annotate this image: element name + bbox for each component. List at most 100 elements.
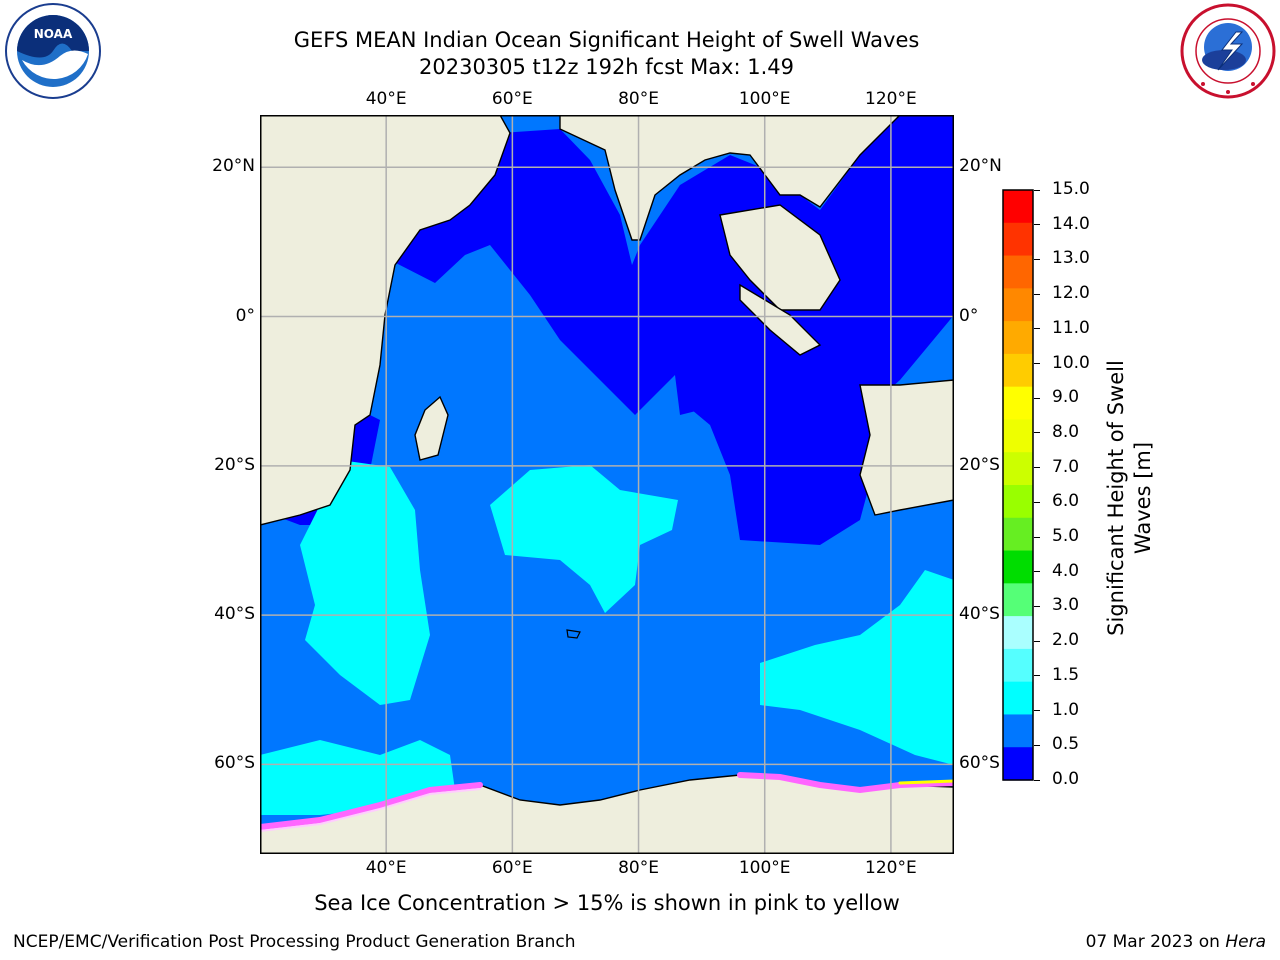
colorbar-tick bbox=[1034, 744, 1040, 746]
lon-tick-label: 100°E bbox=[738, 858, 791, 878]
land-kerguelen bbox=[566, 629, 581, 639]
land-sumatra bbox=[739, 283, 822, 356]
colorbar-tick bbox=[1034, 258, 1040, 260]
colorbar-label: 13.0 bbox=[1052, 248, 1090, 269]
colorbar-label: 9.0 bbox=[1052, 387, 1080, 408]
colorbar-tick bbox=[1034, 189, 1040, 191]
sea-ice-caption: Sea Ice Concentration > 15% is shown in … bbox=[314, 891, 900, 915]
lat-tick-label: 20°S bbox=[959, 454, 1000, 475]
colorbar-label: 5.0 bbox=[1052, 526, 1080, 547]
colorbar-swatch bbox=[1003, 517, 1033, 552]
colorbar-tick bbox=[1034, 224, 1040, 226]
colorbar-swatch bbox=[1003, 222, 1033, 257]
colorbar-swatch bbox=[1003, 452, 1033, 486]
colorbar-swatch bbox=[1003, 190, 1033, 224]
land-africa-arabia bbox=[260, 115, 511, 526]
colorbar-tick bbox=[1034, 363, 1040, 365]
colorbar-tick bbox=[1034, 432, 1040, 434]
colorbar-label: 1.5 bbox=[1052, 664, 1080, 685]
colorbar-swatch bbox=[1003, 583, 1033, 617]
colorbar-swatch bbox=[1003, 714, 1033, 748]
colorbar-swatch bbox=[1003, 747, 1033, 781]
colorbar-title-line2: Waves [m] bbox=[1131, 441, 1155, 555]
colorbar-tick bbox=[1034, 467, 1040, 469]
noaa-logo-text: NOAA bbox=[34, 27, 73, 41]
colorbar-label: 7.0 bbox=[1052, 456, 1080, 477]
lat-tick-label: 60°S bbox=[959, 753, 1000, 774]
lat-tick-label: 20°N bbox=[212, 156, 255, 177]
lat-tick-label: 0° bbox=[959, 305, 979, 326]
colorbar-label: 12.0 bbox=[1052, 283, 1090, 304]
lon-tick-label: 100°E bbox=[738, 89, 791, 109]
lon-tick-label: 120°E bbox=[865, 89, 917, 109]
colorbar-frame bbox=[1002, 189, 1034, 781]
lon-tick-label: 80°E bbox=[618, 858, 659, 878]
colorbar-swatch bbox=[1003, 255, 1033, 289]
colorbar-label: 3.0 bbox=[1052, 595, 1080, 616]
colorbar-tick bbox=[1034, 293, 1040, 295]
colorbar bbox=[1002, 189, 1034, 781]
colorbar-swatch bbox=[1003, 681, 1033, 716]
colorbar-label: 0.0 bbox=[1052, 769, 1080, 789]
footer-right: 07 Mar 2023 on Hera bbox=[1086, 932, 1266, 952]
sea-ice bbox=[260, 772, 954, 832]
colorbar-tick bbox=[1034, 328, 1040, 330]
colorbar-tick bbox=[1034, 571, 1040, 573]
lat-tick-label: 40°S bbox=[214, 604, 255, 625]
footer-date: 07 Mar 2023 on bbox=[1085, 932, 1226, 952]
colorbar-label: 10.0 bbox=[1052, 352, 1090, 373]
lat-tick-label: 0° bbox=[235, 305, 255, 326]
colorbar-label: 2.0 bbox=[1052, 630, 1080, 651]
colorbar-title-line1: Significant Height of Swell bbox=[1104, 360, 1128, 636]
land-southeast-asia bbox=[719, 204, 841, 311]
colorbar-label: 0.5 bbox=[1052, 734, 1080, 755]
colorbar-swatch bbox=[1003, 321, 1033, 355]
land-australia bbox=[859, 379, 954, 516]
colorbar-title: Significant Height of Swell Waves [m] bbox=[1103, 338, 1157, 658]
footer-left: NCEP/EMC/Verification Post Processing Pr… bbox=[13, 932, 576, 952]
land-madagascar bbox=[414, 395, 449, 461]
colorbar-tick bbox=[1034, 675, 1040, 677]
colorbar-tick bbox=[1034, 536, 1040, 538]
colorbar-swatch bbox=[1003, 616, 1033, 650]
colorbar-swatch bbox=[1003, 550, 1033, 584]
land bbox=[260, 115, 954, 854]
colorbar-swatch bbox=[1003, 419, 1033, 453]
colorbar-tick bbox=[1034, 397, 1040, 399]
lat-tick-label: 40°S bbox=[959, 604, 1000, 625]
lon-tick-label: 60°E bbox=[491, 858, 533, 878]
colorbar-tick bbox=[1034, 605, 1040, 607]
colorbar-tick bbox=[1034, 501, 1040, 503]
colorbar-label: 4.0 bbox=[1052, 560, 1080, 581]
colorbar-label: 1.0 bbox=[1052, 699, 1080, 720]
colorbar-tick bbox=[1034, 640, 1040, 642]
colorbar-tick bbox=[1034, 710, 1040, 712]
map-frame bbox=[260, 115, 954, 854]
noaa-logo: NOAA bbox=[5, 3, 101, 99]
colorbar-tick bbox=[1034, 779, 1040, 781]
lon-tick-label: 120°E bbox=[865, 858, 917, 878]
light-swell-southeast bbox=[760, 570, 954, 765]
colorbar-label: 15.0 bbox=[1052, 179, 1090, 199]
gridlines bbox=[260, 115, 954, 854]
light-swell-central bbox=[490, 465, 678, 613]
chart-subtitle: 20230305 t12z 192h fcst Max: 1.49 bbox=[419, 55, 794, 79]
map-panel bbox=[260, 115, 954, 854]
lon-tick-label: 40°E bbox=[365, 89, 407, 109]
lon-tick-label: 80°E bbox=[618, 89, 659, 109]
colorbar-swatch bbox=[1003, 386, 1033, 421]
colorbar-label: 8.0 bbox=[1052, 421, 1080, 442]
light-swell-southwest bbox=[300, 460, 430, 705]
lat-tick-label: 60°S bbox=[214, 753, 255, 774]
lat-tick-label: 20°S bbox=[214, 454, 255, 475]
land-india bbox=[559, 115, 901, 241]
nws-logo bbox=[1180, 3, 1276, 99]
chart-title: GEFS MEAN Indian Ocean Significant Heigh… bbox=[293, 28, 920, 52]
colorbar-label: 14.0 bbox=[1052, 213, 1090, 234]
lon-tick-label: 40°E bbox=[365, 858, 407, 878]
colorbar-swatch bbox=[1003, 648, 1033, 683]
colorbar-swatch bbox=[1003, 288, 1033, 322]
colorbar-swatch bbox=[1003, 353, 1033, 388]
colorbar-label: 11.0 bbox=[1052, 317, 1090, 338]
colorbar-swatch bbox=[1003, 485, 1033, 519]
